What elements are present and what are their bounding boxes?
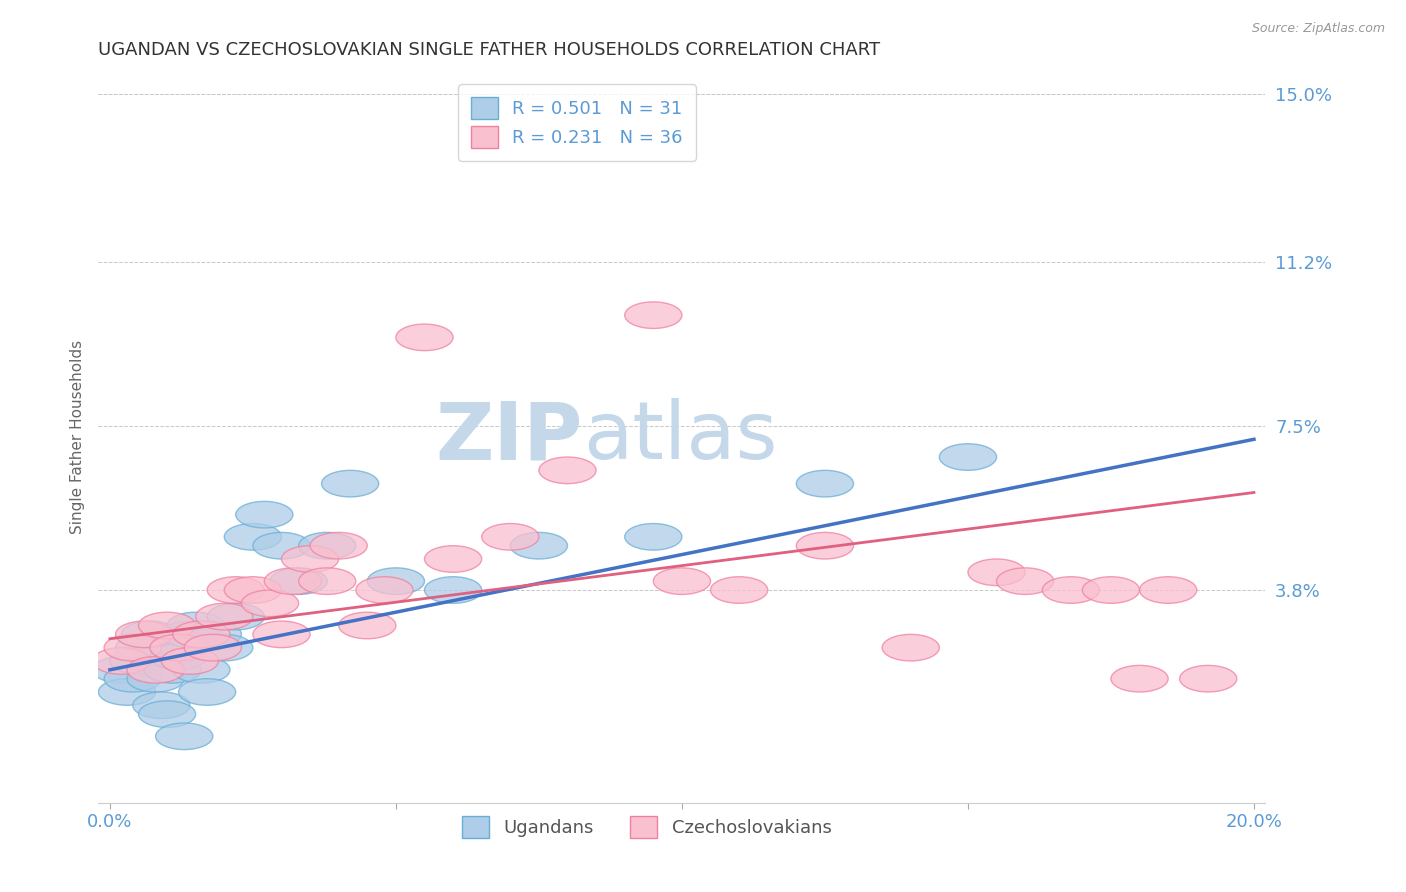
- Ellipse shape: [425, 546, 482, 573]
- Ellipse shape: [156, 723, 212, 749]
- Ellipse shape: [121, 621, 179, 648]
- Ellipse shape: [127, 665, 184, 692]
- Ellipse shape: [367, 568, 425, 594]
- Ellipse shape: [396, 324, 453, 351]
- Ellipse shape: [167, 612, 225, 639]
- Ellipse shape: [654, 568, 710, 594]
- Ellipse shape: [184, 634, 242, 661]
- Ellipse shape: [104, 665, 162, 692]
- Ellipse shape: [624, 301, 682, 328]
- Ellipse shape: [150, 634, 207, 661]
- Ellipse shape: [997, 568, 1053, 594]
- Ellipse shape: [98, 679, 156, 706]
- Ellipse shape: [242, 590, 298, 616]
- Text: UGANDAN VS CZECHOSLOVAKIAN SINGLE FATHER HOUSEHOLDS CORRELATION CHART: UGANDAN VS CZECHOSLOVAKIAN SINGLE FATHER…: [98, 41, 880, 59]
- Ellipse shape: [624, 524, 682, 550]
- Y-axis label: Single Father Households: Single Father Households: [69, 340, 84, 534]
- Ellipse shape: [264, 568, 322, 594]
- Ellipse shape: [1111, 665, 1168, 692]
- Ellipse shape: [225, 524, 281, 550]
- Ellipse shape: [510, 533, 568, 559]
- Ellipse shape: [93, 657, 150, 683]
- Ellipse shape: [138, 612, 195, 639]
- Ellipse shape: [298, 533, 356, 559]
- Ellipse shape: [162, 648, 218, 674]
- Ellipse shape: [195, 603, 253, 630]
- Ellipse shape: [939, 443, 997, 470]
- Ellipse shape: [1042, 577, 1099, 603]
- Ellipse shape: [281, 546, 339, 573]
- Ellipse shape: [538, 457, 596, 483]
- Ellipse shape: [710, 577, 768, 603]
- Ellipse shape: [184, 621, 242, 648]
- Ellipse shape: [322, 470, 378, 497]
- Ellipse shape: [110, 648, 167, 674]
- Ellipse shape: [1180, 665, 1237, 692]
- Ellipse shape: [311, 533, 367, 559]
- Ellipse shape: [173, 621, 231, 648]
- Ellipse shape: [115, 621, 173, 648]
- Ellipse shape: [425, 577, 482, 603]
- Ellipse shape: [298, 568, 356, 594]
- Ellipse shape: [796, 533, 853, 559]
- Ellipse shape: [132, 692, 190, 719]
- Ellipse shape: [225, 577, 281, 603]
- Ellipse shape: [236, 501, 292, 528]
- Ellipse shape: [138, 701, 195, 728]
- Text: ZIP: ZIP: [436, 398, 582, 476]
- Ellipse shape: [150, 643, 207, 670]
- Ellipse shape: [179, 679, 236, 706]
- Ellipse shape: [1139, 577, 1197, 603]
- Ellipse shape: [253, 533, 311, 559]
- Ellipse shape: [207, 603, 264, 630]
- Text: atlas: atlas: [582, 398, 778, 476]
- Ellipse shape: [145, 657, 201, 683]
- Ellipse shape: [270, 568, 328, 594]
- Ellipse shape: [967, 559, 1025, 585]
- Ellipse shape: [207, 577, 264, 603]
- Ellipse shape: [482, 524, 538, 550]
- Ellipse shape: [339, 612, 396, 639]
- Legend: Ugandans, Czechoslovakians: Ugandans, Czechoslovakians: [456, 808, 839, 845]
- Ellipse shape: [173, 657, 231, 683]
- Ellipse shape: [115, 634, 173, 661]
- Ellipse shape: [127, 657, 184, 683]
- Ellipse shape: [195, 634, 253, 661]
- Ellipse shape: [356, 577, 413, 603]
- Ellipse shape: [162, 621, 218, 648]
- Text: Source: ZipAtlas.com: Source: ZipAtlas.com: [1251, 22, 1385, 36]
- Ellipse shape: [1083, 577, 1139, 603]
- Ellipse shape: [104, 634, 162, 661]
- Ellipse shape: [253, 621, 311, 648]
- Ellipse shape: [93, 648, 150, 674]
- Ellipse shape: [882, 634, 939, 661]
- Ellipse shape: [796, 470, 853, 497]
